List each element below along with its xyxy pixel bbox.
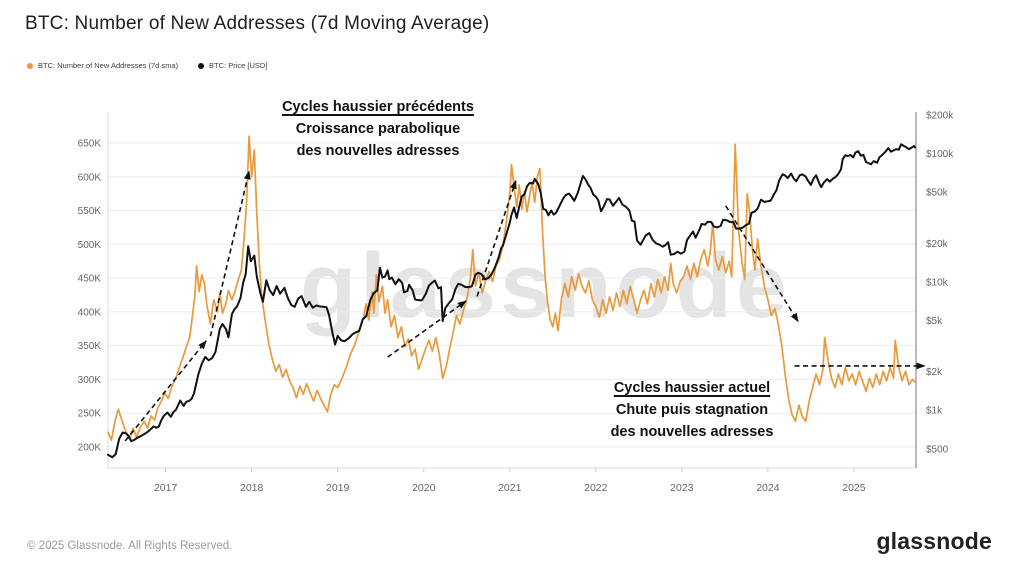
left-axis-tick-label: 450K <box>78 274 102 285</box>
left-axis-tick-label: 350K <box>78 341 102 352</box>
right-axis-tick-label: $50k <box>926 188 949 199</box>
annotation-line: Croissance parabolique <box>295 121 461 137</box>
trend-arrow <box>124 340 207 442</box>
series-path-new-addresses[interactable] <box>107 135 916 442</box>
right-axis-tick-label: $5k <box>926 316 943 327</box>
legend-marker-black-icon <box>198 62 205 69</box>
left-axis-tick-label: 200K <box>78 443 102 454</box>
series-layer <box>107 135 916 459</box>
copyright-text: © 2025 Glassnode. All Rights Reserved. <box>27 540 233 552</box>
trend-arrow <box>476 179 517 297</box>
right-axis-tick-label: $500 <box>926 444 949 455</box>
annotation-line: Chute puis stagnation <box>615 402 769 418</box>
axis-labels: 650K 600K 550K 500K 450K 400K 350K 300K 250K 200K… <box>78 111 955 495</box>
right-axis-tick-label: $100k <box>926 149 954 160</box>
series-path-price[interactable] <box>107 143 916 459</box>
right-axis-tick-label: $200k <box>926 111 954 122</box>
legend-label: BTC: Price [USD] <box>209 61 268 70</box>
glassnode-logo: glassnode <box>876 528 992 554</box>
x-axis-tick-label: 2025 <box>842 482 866 494</box>
annotation-title: Cycles haussier actuel <box>613 380 771 396</box>
left-axis-tick-label: 600K <box>78 172 102 183</box>
left-axis-tick-label: 300K <box>78 375 102 386</box>
right-axis-tick-label: $20k <box>926 239 949 250</box>
right-axis-tick-label: $1k <box>926 406 943 417</box>
left-axis-tick-label: 500K <box>78 240 102 251</box>
legend-item-price[interactable]: BTC: Price [USD] <box>198 61 267 70</box>
right-axis-tick-label: $10k <box>926 277 949 288</box>
legend-item-new-addresses[interactable]: BTC: Number of New Addresses (7d sma) <box>27 61 178 70</box>
x-axis-tick-label: 2023 <box>670 482 694 494</box>
annotation-title: Cycles haussier précédents <box>282 99 474 115</box>
trend-arrow <box>725 205 799 323</box>
legend-label: BTC: Number of New Addresses (7d sma) <box>38 61 179 70</box>
right-axis-tick-label: $2k <box>926 367 943 378</box>
page-title: BTC: Number of New Addresses (7d Moving … <box>25 13 490 34</box>
left-axis-tick-label: 650K <box>78 139 102 150</box>
x-axis-tick-label: 2019 <box>326 482 350 494</box>
legend-marker-orange-icon <box>27 62 33 69</box>
annotation-previous-cycles: Cycles haussier précédents Croissance pa… <box>253 96 503 162</box>
x-axis-tick-label: 2017 <box>154 482 178 494</box>
annotation-line: des nouvelles adresses <box>296 143 460 159</box>
x-axis-tick-label: 2021 <box>498 482 522 494</box>
trend-arrow <box>209 170 251 337</box>
x-axis-tick-label: 2020 <box>412 482 436 494</box>
left-axis-tick-label: 250K <box>78 409 102 420</box>
annotation-current-cycle: Cycles haussier actuel Chute puis stagna… <box>567 377 817 443</box>
annotation-line: des nouvelles adresses <box>610 424 774 440</box>
axes <box>107 112 917 472</box>
legend: BTC: Number of New Addresses (7d sma) BT… <box>27 61 267 70</box>
trend-arrows <box>124 170 926 442</box>
x-axis-tick-label: 2022 <box>584 482 608 494</box>
x-axis-tick-label: 2018 <box>240 482 264 494</box>
x-axis-tick-label: 2024 <box>756 482 780 494</box>
left-axis-tick-label: 400K <box>78 307 102 318</box>
trend-arrow <box>387 300 467 358</box>
left-axis-tick-label: 550K <box>78 206 102 217</box>
